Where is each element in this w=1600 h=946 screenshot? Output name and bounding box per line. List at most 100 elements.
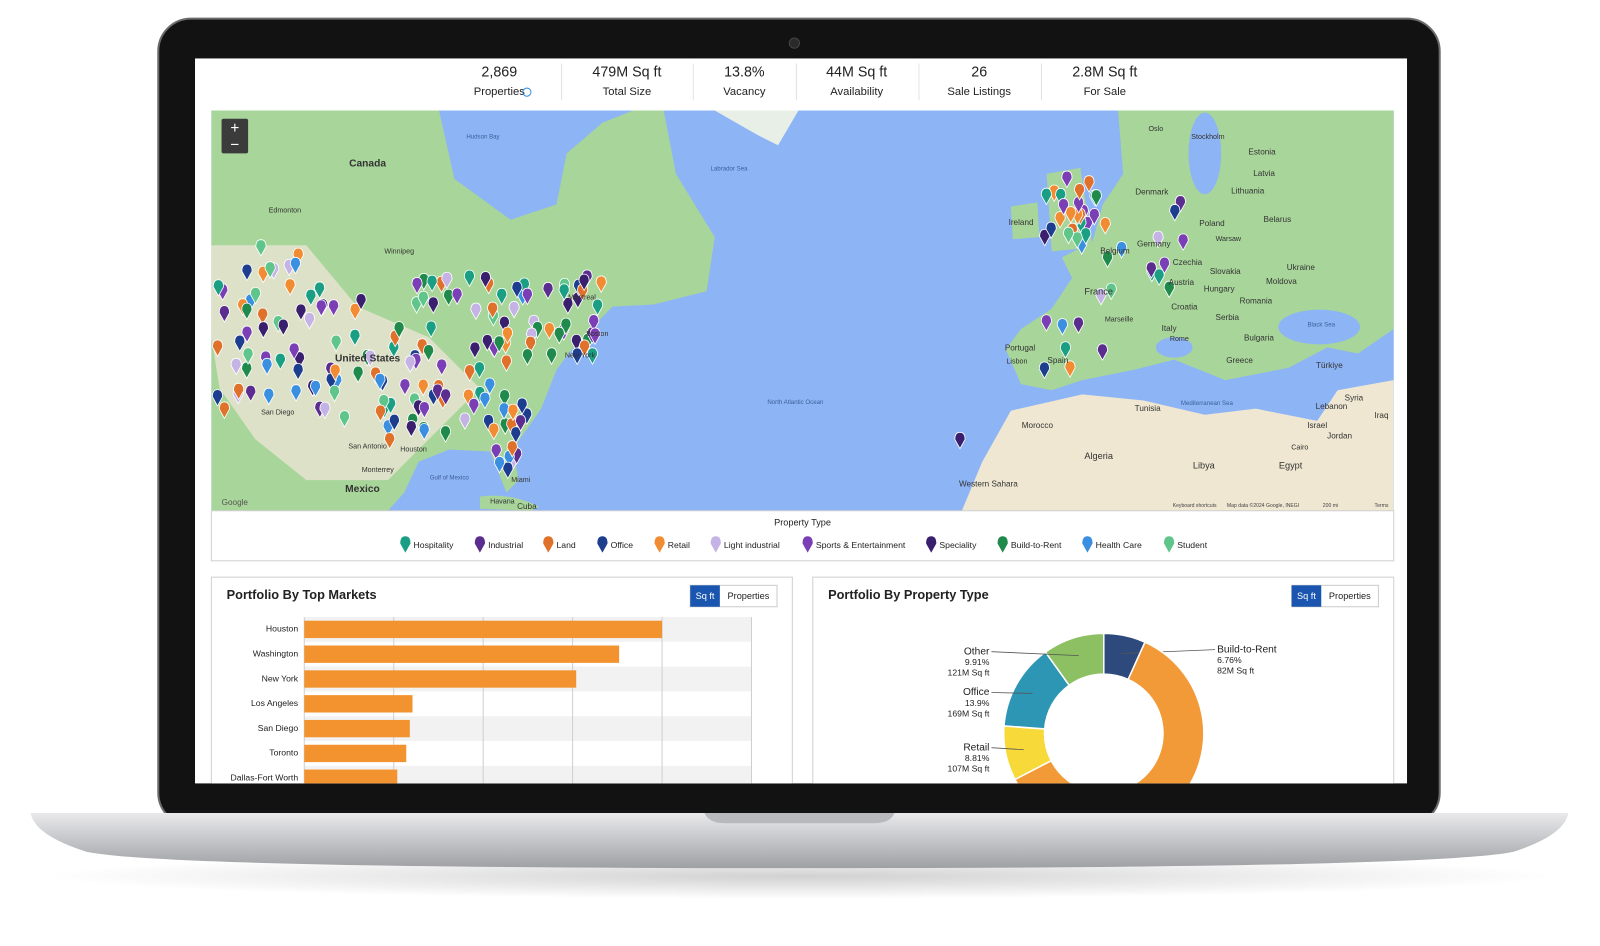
zoom-control bbox=[221, 118, 249, 154]
legend-label: Light industrial bbox=[724, 540, 780, 550]
map-pin bbox=[338, 410, 351, 428]
map-pin bbox=[546, 347, 558, 366]
map-pin bbox=[1064, 360, 1076, 378]
map-pin bbox=[531, 321, 543, 339]
y-tick-label: San Diego bbox=[258, 723, 299, 733]
map-pin bbox=[451, 287, 463, 306]
map-label: Algeria bbox=[1084, 451, 1113, 461]
zoom-button[interactable]: − bbox=[230, 136, 239, 153]
map-pin bbox=[288, 342, 300, 361]
kpi-value: 13.8% bbox=[724, 65, 765, 81]
legend-label: Industrial bbox=[488, 540, 523, 550]
toggle-button[interactable]: Sq ft bbox=[1297, 591, 1316, 601]
y-tick-label: Los Angeles bbox=[251, 698, 299, 708]
map-pin bbox=[417, 290, 429, 309]
map-label: Portugal bbox=[1005, 344, 1036, 353]
map-pin bbox=[468, 397, 480, 416]
map-label: Edmonton bbox=[269, 206, 302, 214]
map-label: Syria bbox=[1345, 394, 1364, 403]
map-pin bbox=[483, 414, 495, 432]
map-label: Belgium bbox=[1100, 247, 1130, 256]
slice-percent: 9.91% bbox=[965, 657, 990, 667]
map-pin bbox=[250, 286, 262, 305]
map-pin bbox=[1055, 188, 1067, 206]
map-pin bbox=[507, 403, 519, 422]
toggle-button[interactable]: Properties bbox=[728, 591, 770, 601]
bar bbox=[304, 645, 620, 663]
map-pin bbox=[508, 301, 520, 319]
map-pin bbox=[570, 333, 582, 352]
leader-line bbox=[991, 692, 1033, 694]
map-label: Belarus bbox=[1264, 215, 1292, 224]
map-label: Houston bbox=[400, 445, 427, 453]
dashboard: 2,869 Properties 479M Sq ft Total Size 13.8%… bbox=[210, 63, 1395, 784]
zoom-button[interactable]: + bbox=[230, 120, 239, 137]
map-label: Ukraine bbox=[1287, 263, 1316, 272]
map-pin bbox=[404, 355, 416, 374]
map-label: Latvia bbox=[1253, 169, 1275, 178]
map-label: Warsaw bbox=[1216, 235, 1242, 243]
map-pin bbox=[374, 372, 386, 391]
map-pin bbox=[436, 358, 448, 377]
leader-line bbox=[1120, 649, 1216, 654]
slice-label: Retail bbox=[963, 742, 989, 753]
map-pin bbox=[284, 278, 296, 296]
map-pin bbox=[1158, 256, 1170, 275]
map-pin bbox=[578, 273, 590, 292]
map-label: Germany bbox=[1137, 239, 1171, 248]
map-pin bbox=[1040, 314, 1052, 332]
toggle-active bbox=[1291, 585, 1322, 607]
map-pin bbox=[212, 339, 224, 358]
map-label: Marseille bbox=[1105, 316, 1134, 324]
panel bbox=[812, 576, 1395, 784]
toggle-button[interactable]: Properties bbox=[1329, 591, 1371, 601]
panel-title: Portfolio By Property Type bbox=[828, 587, 989, 602]
map-label: Jordan bbox=[1327, 431, 1352, 440]
slice-size: 121M Sq ft bbox=[948, 667, 990, 677]
toggle-button[interactable]: Sq ft bbox=[696, 591, 715, 601]
map-pin bbox=[257, 307, 269, 326]
slice-size: 169M Sq ft bbox=[948, 708, 990, 718]
legend-label: Health Care bbox=[1096, 540, 1142, 550]
map-pin bbox=[355, 293, 367, 311]
kpi-value: 2.8M Sq ft bbox=[1072, 65, 1137, 81]
map-pin bbox=[469, 341, 481, 360]
map-label: Monterrey bbox=[362, 466, 395, 474]
map-pin bbox=[255, 239, 267, 257]
map-pin bbox=[230, 357, 242, 376]
map-pin bbox=[1045, 221, 1057, 240]
map-label: Italy bbox=[1162, 324, 1178, 333]
slice-label: Other bbox=[964, 646, 990, 657]
map-label: Denmark bbox=[1135, 187, 1169, 196]
map-pin bbox=[592, 298, 604, 317]
map-attribution: Google bbox=[222, 498, 249, 507]
map-label: Bulgaria bbox=[1244, 333, 1274, 342]
map-pin bbox=[1083, 175, 1095, 193]
map-pin bbox=[242, 347, 254, 365]
map-label: Miami bbox=[511, 476, 530, 484]
bar bbox=[304, 744, 407, 763]
map-pin bbox=[1174, 195, 1186, 213]
map-pin bbox=[370, 366, 382, 385]
info-icon bbox=[522, 87, 532, 97]
map-label: United States bbox=[335, 353, 401, 364]
map-label: Cairo bbox=[1291, 443, 1308, 451]
map-pin bbox=[1105, 282, 1117, 301]
kpi-label: Availability bbox=[830, 86, 883, 98]
map-pin bbox=[241, 302, 253, 321]
map-pin bbox=[418, 423, 430, 441]
map-pin bbox=[1056, 318, 1068, 336]
map-pin bbox=[484, 377, 496, 396]
legend-label: Build-to-Rent bbox=[1011, 540, 1062, 550]
map-pin bbox=[586, 347, 598, 365]
map-pin bbox=[542, 282, 554, 300]
legend-label: Land bbox=[556, 540, 575, 550]
map-label: Montreal bbox=[568, 293, 596, 301]
kpi-value: 479M Sq ft bbox=[592, 65, 661, 81]
map-pin bbox=[515, 414, 527, 432]
map-pin bbox=[1072, 316, 1085, 335]
map-label: Serbia bbox=[1216, 313, 1240, 322]
toggle-active bbox=[690, 585, 720, 607]
